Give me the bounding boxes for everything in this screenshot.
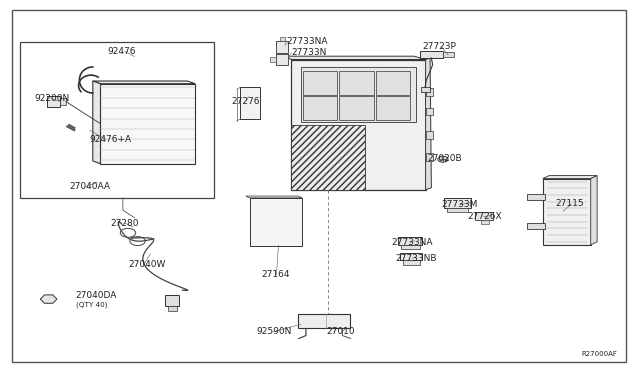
Bar: [20, 42, 214, 198]
Text: R27000AF: R27000AF: [581, 351, 617, 357]
Bar: [240, 87, 260, 119]
Text: 27733NA: 27733NA: [392, 238, 433, 247]
Polygon shape: [100, 84, 195, 164]
Bar: [298, 314, 350, 328]
Bar: [426, 89, 433, 96]
Bar: [47, 96, 60, 107]
Bar: [276, 41, 288, 53]
Text: 27733N: 27733N: [291, 48, 326, 57]
Bar: [443, 52, 454, 57]
Bar: [270, 57, 276, 62]
Bar: [291, 125, 365, 190]
Bar: [398, 237, 422, 245]
Text: 27733NA: 27733NA: [287, 37, 328, 46]
Polygon shape: [93, 81, 195, 84]
Text: 27040DA: 27040DA: [76, 291, 117, 300]
Bar: [376, 71, 410, 95]
Polygon shape: [93, 81, 100, 164]
Bar: [339, 71, 374, 95]
Text: 27115: 27115: [556, 199, 584, 208]
Bar: [165, 295, 179, 306]
Text: 27733NB: 27733NB: [396, 254, 437, 263]
Circle shape: [438, 156, 448, 162]
Bar: [280, 37, 285, 41]
Text: 27010: 27010: [326, 327, 355, 336]
Bar: [420, 51, 443, 58]
Text: 27733M: 27733M: [442, 200, 478, 209]
Bar: [475, 212, 493, 220]
Polygon shape: [426, 58, 431, 190]
Bar: [60, 98, 66, 105]
Text: 27280: 27280: [110, 219, 139, 228]
Text: 27040AA: 27040AA: [69, 182, 110, 191]
Bar: [543, 179, 591, 245]
Text: 27276: 27276: [232, 97, 260, 106]
Bar: [339, 96, 374, 120]
Bar: [168, 306, 177, 311]
Bar: [426, 108, 433, 115]
Bar: [426, 154, 433, 161]
Bar: [276, 54, 288, 65]
Polygon shape: [246, 196, 302, 198]
Text: 27723P: 27723P: [422, 42, 456, 51]
Bar: [400, 253, 422, 260]
Bar: [303, 71, 337, 95]
Polygon shape: [591, 176, 597, 245]
Bar: [250, 198, 302, 246]
Bar: [291, 60, 426, 190]
Bar: [527, 194, 545, 200]
Bar: [481, 220, 489, 224]
Text: 27164: 27164: [261, 270, 290, 279]
Text: 92476: 92476: [108, 47, 136, 56]
Bar: [301, 67, 416, 122]
Bar: [403, 260, 420, 265]
Polygon shape: [543, 176, 597, 179]
Text: 27726X: 27726X: [467, 212, 502, 221]
Text: 27020B: 27020B: [428, 154, 462, 163]
Text: 92200N: 92200N: [35, 94, 70, 103]
Bar: [426, 131, 433, 139]
Text: 27040W: 27040W: [128, 260, 165, 269]
Text: 92476+A: 92476+A: [90, 135, 132, 144]
Text: 92590N: 92590N: [256, 327, 291, 336]
Bar: [421, 87, 430, 92]
Bar: [376, 96, 410, 120]
Bar: [401, 245, 420, 249]
Bar: [444, 198, 471, 208]
Polygon shape: [285, 56, 426, 60]
Text: (QTY 40): (QTY 40): [76, 301, 107, 308]
Polygon shape: [40, 295, 57, 303]
Bar: [447, 208, 468, 212]
Bar: [527, 223, 545, 229]
Bar: [303, 96, 337, 120]
